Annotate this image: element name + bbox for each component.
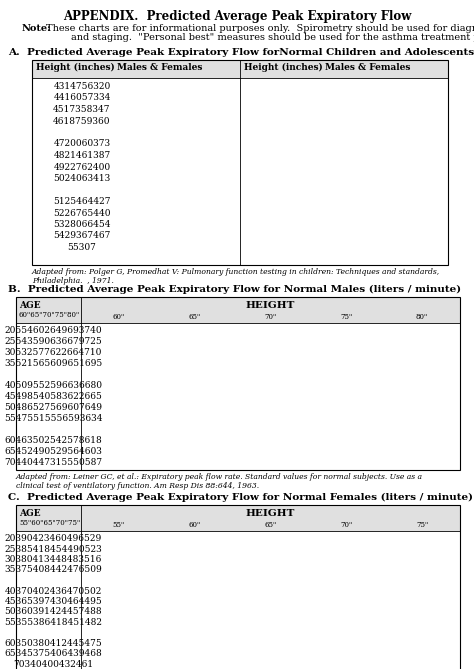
Text: 65345375406439468: 65345375406439468 xyxy=(5,650,102,658)
Text: 5328066454: 5328066454 xyxy=(53,220,111,229)
Text: 30380413448483516: 30380413448483516 xyxy=(5,555,102,564)
Text: 70340400432461: 70340400432461 xyxy=(13,660,93,669)
Text: 4416057334: 4416057334 xyxy=(53,94,111,102)
Text: 50360391424457488: 50360391424457488 xyxy=(5,607,102,617)
Text: 4517358347: 4517358347 xyxy=(53,105,111,114)
Bar xyxy=(16,505,460,531)
Text: 65": 65" xyxy=(189,313,201,321)
Text: A.  Predicted Average Peak Expiratory Flow for​Normal Children and Adolescents (: A. Predicted Average Peak Expiratory Flo… xyxy=(8,48,474,57)
Bar xyxy=(32,60,448,78)
Text: 35375408442476509: 35375408442476509 xyxy=(5,565,102,575)
Text: clinical test of ventilatory function. Am Resp Dis 88:644, 1963.: clinical test of ventilatory function. A… xyxy=(16,482,259,490)
Text: AGE: AGE xyxy=(19,509,41,518)
Text: 20390423460496529: 20390423460496529 xyxy=(5,534,102,543)
Text: Philadelphia.  , 1971.: Philadelphia. , 1971. xyxy=(32,277,114,285)
Text: Adapted from: Leiner GC, et al.: Expiratory peak flow rate. Standard values for : Adapted from: Leiner GC, et al.: Expirat… xyxy=(16,473,423,481)
Text: HEIGHT: HEIGHT xyxy=(246,301,295,310)
Text: 25543590636679725: 25543590636679725 xyxy=(5,337,102,346)
Text: 60": 60" xyxy=(189,521,201,529)
Text: 60463502542578618: 60463502542578618 xyxy=(5,436,102,445)
Text: 4314756320: 4314756320 xyxy=(54,82,110,91)
Text: APPENDIX.  Predicted Average Peak Expiratory Flow: APPENDIX. Predicted Average Peak Expirat… xyxy=(63,10,411,23)
Text: Height (inches): Height (inches) xyxy=(36,63,115,72)
Text: B.  Predicted Average Peak Expiratory Flow for Normal Males (liters / minute): B. Predicted Average Peak Expiratory Flo… xyxy=(8,285,461,294)
Text: 55": 55" xyxy=(113,521,125,529)
Text: 50486527569607649: 50486527569607649 xyxy=(4,403,102,412)
Text: 70440447315550587: 70440447315550587 xyxy=(4,458,102,467)
Text: 20554602649693740: 20554602649693740 xyxy=(5,326,102,335)
Text: 55"60"65"70"75": 55"60"65"70"75" xyxy=(19,519,80,527)
Text: 5226765440: 5226765440 xyxy=(53,209,111,217)
Text: 75": 75" xyxy=(416,521,428,529)
Text: 5024063413: 5024063413 xyxy=(54,174,110,183)
Text: C.  Predicted Average Peak Expiratory Flow for Normal Females (liters / minute): C. Predicted Average Peak Expiratory Flo… xyxy=(8,493,473,502)
Text: These charts are for informational purposes only.  Spirometry should be used for: These charts are for informational purpo… xyxy=(46,24,474,33)
Text: 60": 60" xyxy=(113,313,125,321)
Text: 4720060373: 4720060373 xyxy=(54,140,110,149)
Text: 5125464427: 5125464427 xyxy=(53,197,111,206)
Text: 70": 70" xyxy=(340,521,353,529)
Text: 40509552596636680: 40509552596636680 xyxy=(4,381,102,390)
Text: HEIGHT: HEIGHT xyxy=(246,509,295,518)
Text: 60"65"70"75"80": 60"65"70"75"80" xyxy=(19,311,80,319)
Text: Adapted from: Polger G, Promedhat V: Pulmonary function testing in children: Tec: Adapted from: Polger G, Promedhat V: Pul… xyxy=(32,268,440,276)
Text: 55307: 55307 xyxy=(68,243,96,252)
Text: 65452490529564603: 65452490529564603 xyxy=(5,447,102,456)
Bar xyxy=(16,323,460,470)
Text: 70": 70" xyxy=(264,313,277,321)
Text: 5429367467: 5429367467 xyxy=(53,231,111,240)
Text: Height (inches): Height (inches) xyxy=(244,63,323,72)
Text: 55475515556593634: 55475515556593634 xyxy=(4,414,103,423)
Text: 65": 65" xyxy=(264,521,277,529)
Bar xyxy=(16,505,460,669)
Text: 25385418454490523: 25385418454490523 xyxy=(5,545,102,553)
Text: AGE: AGE xyxy=(19,301,41,310)
Bar xyxy=(16,297,460,470)
Bar xyxy=(32,78,448,265)
Text: 30532577622664710: 30532577622664710 xyxy=(5,348,102,357)
Text: 40370402436470502: 40370402436470502 xyxy=(5,587,102,595)
Text: Males & Females: Males & Females xyxy=(117,63,202,72)
Text: 60350380412445475: 60350380412445475 xyxy=(5,639,102,648)
Text: Note:: Note: xyxy=(22,24,52,33)
Bar xyxy=(16,531,460,669)
Text: and staging.  "Personal best" measures should be used for the asthma treatment p: and staging. "Personal best" measures sh… xyxy=(46,33,474,42)
Text: 45365397430464495: 45365397430464495 xyxy=(5,597,102,606)
Bar xyxy=(32,60,448,265)
Text: 45498540583622665: 45498540583622665 xyxy=(5,392,102,401)
Text: Males & Females: Males & Females xyxy=(325,63,410,72)
Text: 75": 75" xyxy=(340,313,353,321)
Text: 55355386418451482: 55355386418451482 xyxy=(4,618,102,627)
Text: 4922762400: 4922762400 xyxy=(54,163,110,171)
Text: 4618759360: 4618759360 xyxy=(53,116,111,126)
Text: 80": 80" xyxy=(416,313,428,321)
Bar xyxy=(16,297,460,323)
Text: 35521565609651695: 35521565609651695 xyxy=(4,359,103,368)
Text: 4821461387: 4821461387 xyxy=(54,151,110,160)
